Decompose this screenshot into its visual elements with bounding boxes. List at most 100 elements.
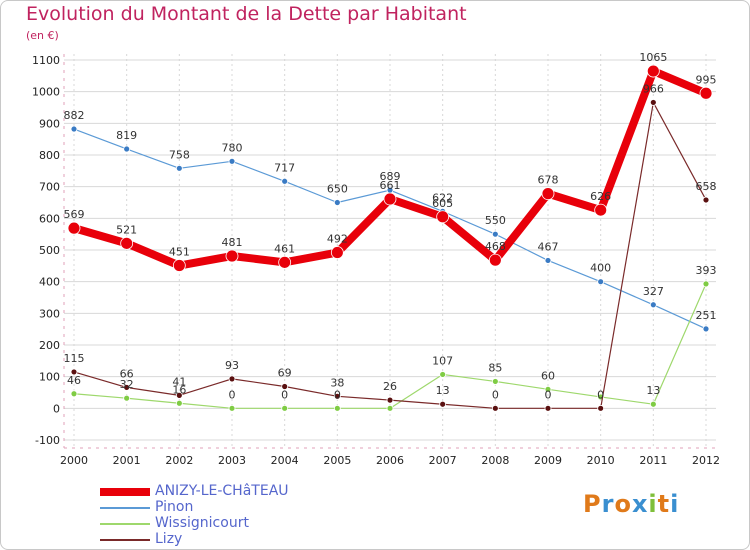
data-label-pinon: 251 bbox=[696, 309, 717, 322]
data-point-wissignicourt bbox=[228, 404, 236, 412]
data-label-anizy: 605 bbox=[432, 197, 453, 210]
data-point-lizy bbox=[228, 375, 236, 383]
y-tick-label: 200 bbox=[39, 339, 60, 352]
series-lines bbox=[67, 64, 713, 412]
data-label-lizy: 966 bbox=[643, 82, 664, 95]
data-label-anizy: 569 bbox=[64, 208, 85, 221]
data-label-lizy: 115 bbox=[64, 352, 85, 365]
data-label-wissignicourt: 107 bbox=[432, 354, 453, 367]
legend-label-wissignicourt: Wissignicourt bbox=[155, 515, 249, 531]
legend-label-pinon: Pinon bbox=[155, 499, 194, 515]
data-point-lizy bbox=[175, 391, 183, 399]
data-label-lizy: 0 bbox=[545, 388, 552, 401]
data-label-anizy: 678 bbox=[538, 174, 559, 187]
chart-subtitle: (en €) bbox=[26, 29, 59, 42]
y-tick-label: -100 bbox=[35, 434, 60, 447]
y-tick-label: 1100 bbox=[32, 54, 60, 67]
data-label-lizy: 93 bbox=[225, 359, 239, 372]
x-tick-label: 2001 bbox=[113, 454, 141, 467]
data-label-pinon: 327 bbox=[643, 285, 664, 298]
data-point-lizy bbox=[439, 400, 447, 408]
data-label-anizy: 521 bbox=[116, 223, 137, 236]
x-tick-label: 2002 bbox=[165, 454, 193, 467]
data-point-wissignicourt bbox=[123, 394, 131, 402]
x-tick-label: 2012 bbox=[692, 454, 720, 467]
legend-swatch-wissignicourt bbox=[100, 523, 150, 525]
legend-item-wissignicourt[interactable]: Wissignicourt bbox=[100, 515, 360, 532]
data-label-lizy: 66 bbox=[120, 367, 134, 380]
data-point-pinon bbox=[228, 157, 236, 165]
data-point-pinon bbox=[70, 125, 78, 133]
data-point-lizy bbox=[491, 404, 499, 412]
data-label-wissignicourt: 16 bbox=[172, 383, 186, 396]
legend-item-anizy[interactable]: ANIZY-LE-CHâTEAU bbox=[100, 483, 360, 500]
data-label-lizy: 13 bbox=[436, 384, 450, 397]
x-tick-label: 2003 bbox=[218, 454, 246, 467]
x-tick-label: 2006 bbox=[376, 454, 404, 467]
data-label-wissignicourt: 13 bbox=[646, 384, 660, 397]
data-label-lizy: 69 bbox=[278, 366, 292, 379]
data-label-anizy: 468 bbox=[485, 240, 506, 253]
x-tick-label: 2005 bbox=[323, 454, 351, 467]
data-label-pinon: 400 bbox=[590, 262, 611, 275]
data-label-anizy: 461 bbox=[274, 242, 295, 255]
data-point-anizy bbox=[225, 249, 239, 263]
data-point-lizy bbox=[70, 368, 78, 376]
data-point-lizy bbox=[386, 396, 394, 404]
data-label-lizy: 26 bbox=[383, 380, 397, 393]
legend-swatch-pinon bbox=[100, 507, 150, 509]
data-point-anizy bbox=[436, 210, 450, 224]
y-tick-label: 500 bbox=[39, 244, 60, 257]
logo-letter: i bbox=[670, 490, 680, 518]
data-point-pinon bbox=[649, 301, 657, 309]
data-point-anizy bbox=[541, 187, 555, 201]
legend-label-anizy: ANIZY-LE-CHâTEAU bbox=[155, 483, 289, 499]
axes: -100010020030040050060070080090010001100… bbox=[32, 54, 720, 467]
y-tick-label: 800 bbox=[39, 149, 60, 162]
y-tick-label: 0 bbox=[53, 402, 60, 415]
data-label-anizy: 995 bbox=[696, 73, 717, 86]
y-tick-label: 700 bbox=[39, 181, 60, 194]
y-tick-label: 600 bbox=[39, 212, 60, 225]
logo-letter: o bbox=[614, 490, 632, 518]
data-point-pinon bbox=[175, 164, 183, 172]
data-label-anizy: 481 bbox=[222, 236, 243, 249]
data-point-wissignicourt bbox=[386, 404, 394, 412]
data-label-anizy: 626 bbox=[590, 190, 611, 203]
data-point-wissignicourt bbox=[649, 400, 657, 408]
data-label-wissignicourt: 60 bbox=[541, 369, 555, 382]
chart-title: Evolution du Montant de la Dette par Hab… bbox=[26, 3, 467, 25]
y-tick-label: 300 bbox=[39, 307, 60, 320]
x-tick-label: 2008 bbox=[481, 454, 509, 467]
data-point-lizy bbox=[333, 392, 341, 400]
data-point-lizy bbox=[597, 404, 605, 412]
data-point-anizy bbox=[488, 253, 502, 267]
data-label-pinon: 550 bbox=[485, 214, 506, 227]
data-label-anizy: 661 bbox=[380, 179, 401, 192]
data-point-anizy bbox=[383, 192, 397, 206]
data-label-pinon: 758 bbox=[169, 148, 190, 161]
y-tick-label: 1000 bbox=[32, 86, 60, 99]
logo-letter: r bbox=[601, 490, 615, 518]
data-point-pinon bbox=[491, 230, 499, 238]
data-point-anizy bbox=[646, 64, 660, 78]
data-label-lizy: 0 bbox=[492, 388, 499, 401]
data-labels: 569 521 451 481 461 492 661 605 468 678 626 1065 995… bbox=[64, 51, 717, 401]
data-label-lizy: 41 bbox=[172, 375, 186, 388]
x-tick-label: 2010 bbox=[587, 454, 615, 467]
legend-label-lizy: Lizy bbox=[155, 531, 183, 547]
data-label-pinon: 819 bbox=[116, 129, 137, 142]
legend: ANIZY-LE-CHâTEAU Pinon Wissignicourt Liz… bbox=[100, 483, 360, 548]
logo-letter: x bbox=[631, 490, 649, 518]
legend-item-lizy[interactable]: Lizy bbox=[100, 531, 360, 548]
data-point-anizy bbox=[594, 203, 608, 217]
data-label-wissignicourt: 0 bbox=[334, 388, 341, 401]
legend-item-pinon[interactable]: Pinon bbox=[100, 499, 360, 516]
data-label-pinon: 780 bbox=[222, 141, 243, 154]
data-label-pinon: 717 bbox=[274, 161, 295, 174]
data-label-wissignicourt: 393 bbox=[696, 264, 717, 277]
data-label-pinon: 689 bbox=[380, 170, 401, 183]
data-point-wissignicourt bbox=[70, 390, 78, 398]
legend-swatch-lizy bbox=[100, 539, 150, 541]
data-point-anizy bbox=[330, 246, 344, 259]
